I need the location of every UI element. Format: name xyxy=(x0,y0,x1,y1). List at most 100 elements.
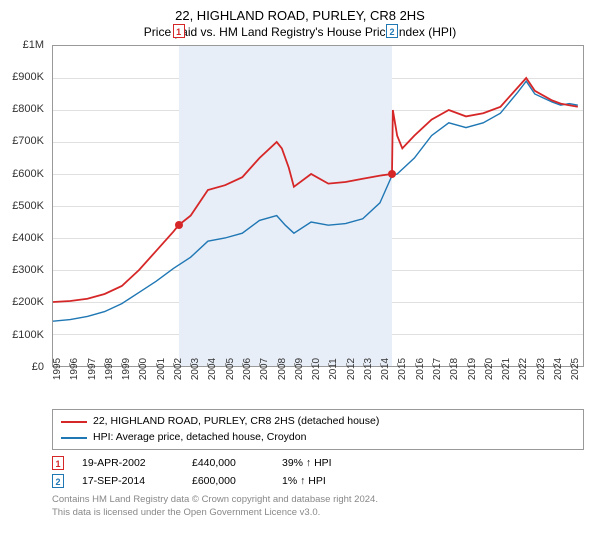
line-series-svg xyxy=(53,46,583,366)
x-tick xyxy=(190,363,191,367)
x-tick-label: 2020 xyxy=(484,358,495,380)
x-tick xyxy=(415,363,416,367)
sales-table: 1 19-APR-2002£440,00039% ↑ HPI 2 17-SEP-201… xyxy=(52,456,584,488)
series-line xyxy=(53,78,578,302)
sale-delta: 1% ↑ HPI xyxy=(282,475,326,487)
series-line xyxy=(53,81,578,321)
chart-container: 22, HIGHLAND ROAD, PURLEY, CR8 2HS Price… xyxy=(0,0,600,560)
x-tick-label: 2014 xyxy=(380,358,391,380)
chart-title: 22, HIGHLAND ROAD, PURLEY, CR8 2HS xyxy=(12,8,588,25)
x-tick-label: 2022 xyxy=(518,358,529,380)
sale-date: 17-SEP-2014 xyxy=(82,475,192,487)
y-tick-label: £600K xyxy=(12,168,44,180)
legend-label: 22, HIGHLAND ROAD, PURLEY, CR8 2HS (deta… xyxy=(93,414,379,430)
x-tick-label: 2015 xyxy=(397,358,408,380)
x-tick xyxy=(207,363,208,367)
legend-swatch xyxy=(61,437,87,439)
x-tick xyxy=(484,363,485,367)
x-tick xyxy=(277,363,278,367)
x-tick xyxy=(432,363,433,367)
x-tick xyxy=(311,363,312,367)
x-tick xyxy=(52,363,53,367)
y-tick-label: £700K xyxy=(12,135,44,147)
sale-row: 2 17-SEP-2014£600,0001% ↑ HPI xyxy=(52,474,584,488)
x-tick xyxy=(467,363,468,367)
x-tick-label: 1999 xyxy=(121,358,132,380)
sale-marker-2: 2 xyxy=(386,24,398,38)
x-tick-label: 2010 xyxy=(311,358,322,380)
x-tick xyxy=(380,363,381,367)
x-tick xyxy=(363,363,364,367)
y-tick-label: £500K xyxy=(12,200,44,212)
x-tick-label: 2011 xyxy=(328,358,339,380)
legend-swatch xyxy=(61,421,87,423)
footnote: Contains HM Land Registry data © Crown c… xyxy=(52,494,584,519)
x-tick-label: 2019 xyxy=(467,358,478,380)
sale-point-dot xyxy=(388,170,396,178)
y-tick-label: £900K xyxy=(12,71,44,83)
y-tick-label: £1M xyxy=(23,39,44,51)
x-tick-label: 1996 xyxy=(69,358,80,380)
x-tick-label: 2004 xyxy=(207,358,218,380)
x-tick-label: 2008 xyxy=(277,358,288,380)
x-tick-label: 2007 xyxy=(259,358,270,380)
x-tick-label: 2016 xyxy=(415,358,426,380)
x-tick xyxy=(138,363,139,367)
x-tick xyxy=(536,363,537,367)
y-axis-labels: £0£100K£200K£300K£400K£500K£600K£700K£80… xyxy=(8,45,48,367)
y-tick-label: £300K xyxy=(12,264,44,276)
plot-region: 12 xyxy=(52,45,584,367)
x-tick-label: 2018 xyxy=(449,358,460,380)
sale-delta: 39% ↑ HPI xyxy=(282,457,332,469)
legend: 22, HIGHLAND ROAD, PURLEY, CR8 2HS (deta… xyxy=(52,409,584,451)
x-tick xyxy=(242,363,243,367)
y-tick-label: £0 xyxy=(32,361,44,373)
sale-price: £440,000 xyxy=(192,457,282,469)
footnote-line-2: This data is licensed under the Open Gov… xyxy=(52,507,584,519)
x-tick xyxy=(553,363,554,367)
footnote-line-1: Contains HM Land Registry data © Crown c… xyxy=(52,494,584,506)
x-tick-label: 2001 xyxy=(156,358,167,380)
x-tick xyxy=(501,363,502,367)
x-tick xyxy=(518,363,519,367)
x-tick-label: 2012 xyxy=(346,358,357,380)
x-tick xyxy=(173,363,174,367)
chart-subtitle: Price paid vs. HM Land Registry's House … xyxy=(12,25,588,39)
sale-price: £600,000 xyxy=(192,475,282,487)
x-tick xyxy=(259,363,260,367)
x-tick-label: 2009 xyxy=(294,358,305,380)
x-tick-label: 1997 xyxy=(87,358,98,380)
x-tick-label: 2000 xyxy=(138,358,149,380)
x-tick-label: 1998 xyxy=(104,358,115,380)
x-axis-labels: 1995199619971998199920002001200220032004… xyxy=(52,367,584,405)
x-tick-label: 1995 xyxy=(52,358,63,380)
sale-marker-1: 1 xyxy=(173,24,185,38)
x-tick xyxy=(104,363,105,367)
x-tick-label: 2005 xyxy=(225,358,236,380)
sale-row-number: 2 xyxy=(52,474,64,488)
x-tick xyxy=(121,363,122,367)
x-tick xyxy=(156,363,157,367)
y-tick-label: £400K xyxy=(12,232,44,244)
legend-row: HPI: Average price, detached house, Croy… xyxy=(61,430,575,446)
x-tick-label: 2006 xyxy=(242,358,253,380)
x-tick-label: 2013 xyxy=(363,358,374,380)
x-tick xyxy=(87,363,88,367)
x-tick xyxy=(225,363,226,367)
sale-date: 19-APR-2002 xyxy=(82,457,192,469)
x-tick-label: 2017 xyxy=(432,358,443,380)
y-tick-label: £200K xyxy=(12,296,44,308)
x-tick xyxy=(294,363,295,367)
legend-label: HPI: Average price, detached house, Croy… xyxy=(93,430,306,446)
legend-row: 22, HIGHLAND ROAD, PURLEY, CR8 2HS (deta… xyxy=(61,414,575,430)
x-tick-label: 2021 xyxy=(501,358,512,380)
y-tick-label: £100K xyxy=(12,329,44,341)
x-tick-label: 2023 xyxy=(536,358,547,380)
x-tick-label: 2002 xyxy=(173,358,184,380)
x-tick xyxy=(570,363,571,367)
chart-area: £0£100K£200K£300K£400K£500K£600K£700K£80… xyxy=(52,45,584,405)
x-tick xyxy=(397,363,398,367)
x-tick xyxy=(328,363,329,367)
x-tick-label: 2024 xyxy=(553,358,564,380)
sale-row-number: 1 xyxy=(52,456,64,470)
